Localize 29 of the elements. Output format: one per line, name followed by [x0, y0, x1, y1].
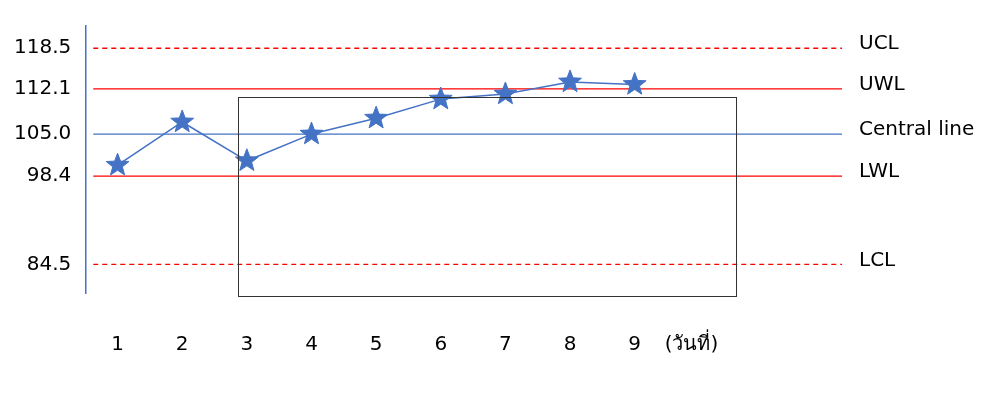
x-axis-title: (วันที่): [664, 329, 719, 356]
point: [105, 152, 130, 176]
x-tick-label: 1: [111, 331, 124, 356]
point: [170, 109, 195, 133]
ref-line-label: UCL: [859, 30, 900, 55]
point: [493, 81, 518, 105]
point: [428, 86, 453, 110]
y-tick-label: 105.0: [13, 120, 72, 145]
x-tick-label: 4: [305, 331, 318, 356]
point: [234, 148, 259, 171]
y-tick-label: 98.4: [26, 162, 72, 187]
x-tick-label: 2: [175, 331, 189, 356]
ref-line-label: Central line: [859, 116, 975, 141]
x-tick-label: 7: [499, 331, 512, 356]
y-tick-label: 84.5: [26, 250, 72, 275]
x-tick-label: 5: [369, 331, 383, 356]
x-tick-label: 3: [240, 331, 254, 356]
point: [558, 69, 582, 93]
x-tick-label: 6: [434, 331, 448, 356]
point: [622, 71, 647, 95]
ref-line-label: UWL: [859, 71, 906, 96]
ref-line-label: LWL: [859, 158, 901, 183]
point: [299, 121, 324, 145]
x-tick-label: 9: [628, 331, 642, 356]
y-tick-label: 112.1: [13, 75, 72, 100]
x-tick-label: 8: [563, 331, 577, 356]
ref-line-label: LCL: [859, 246, 897, 271]
point: [364, 105, 389, 129]
y-tick-label: 118.5: [13, 34, 72, 59]
